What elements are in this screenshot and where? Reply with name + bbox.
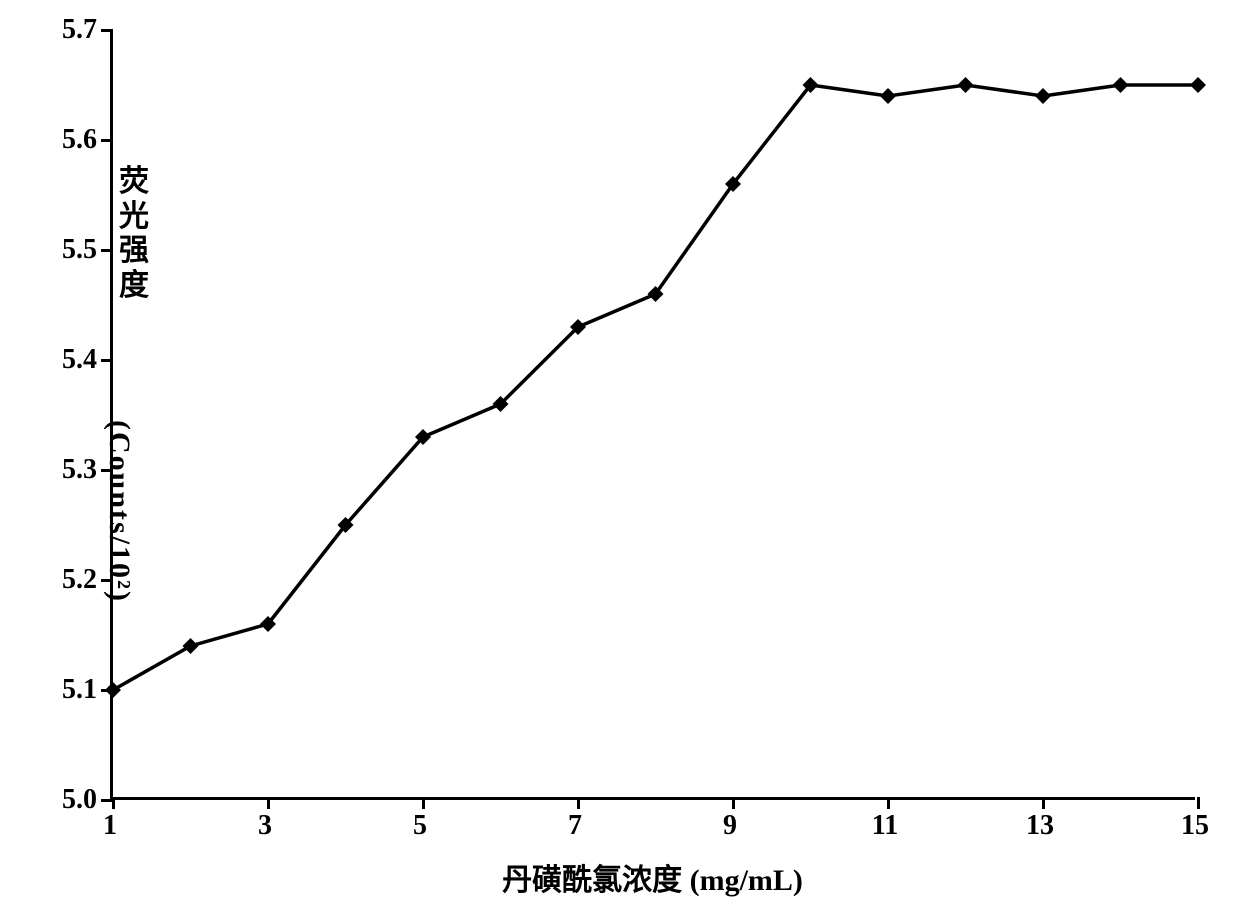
y-axis-title-units: (Counts/10²) <box>102 420 136 603</box>
x-tick-label: 7 <box>568 810 582 842</box>
y-axis-title-char: 光 <box>118 200 150 235</box>
series-marker <box>958 77 974 93</box>
y-tick <box>101 359 113 362</box>
x-tick <box>887 797 890 809</box>
x-tick <box>1042 797 1045 809</box>
y-axis-title-char: 强 <box>118 234 150 269</box>
y-axis-title-text: 荧光强度 <box>118 165 150 303</box>
x-tick-label: 13 <box>1026 810 1054 842</box>
y-tick <box>101 249 113 252</box>
series-marker <box>1113 77 1129 93</box>
series-marker <box>183 638 199 654</box>
y-tick <box>101 139 113 142</box>
y-tick-label: 5.6 <box>62 124 97 156</box>
y-tick <box>101 29 113 32</box>
y-tick-label: 5.4 <box>62 344 97 376</box>
y-tick-label: 5.1 <box>62 674 97 706</box>
series-marker <box>1035 88 1051 104</box>
y-tick-label: 5.5 <box>62 234 97 266</box>
y-tick-label: 5.0 <box>62 784 97 816</box>
x-tick-label: 11 <box>872 810 898 842</box>
y-axis-title-char: 荧 <box>118 165 150 200</box>
x-tick-label: 15 <box>1181 810 1209 842</box>
x-tick <box>1197 797 1200 809</box>
x-tick-label: 9 <box>723 810 737 842</box>
series-marker <box>1190 77 1206 93</box>
y-tick <box>101 689 113 692</box>
chart-container: 荧光强度 (Counts/10²) 丹磺酰氯浓度 (mg/mL) 5.05.15… <box>110 30 1195 800</box>
x-tick <box>422 797 425 809</box>
data-svg <box>113 30 1198 800</box>
y-tick-label: 5.3 <box>62 454 97 486</box>
x-tick-label: 1 <box>103 810 117 842</box>
series-marker <box>880 88 896 104</box>
x-tick <box>732 797 735 809</box>
x-tick-label: 3 <box>258 810 272 842</box>
plot-area <box>110 30 1195 800</box>
y-tick-label: 5.7 <box>62 14 97 46</box>
x-tick <box>267 797 270 809</box>
y-tick-label: 5.2 <box>62 564 97 596</box>
x-axis-title: 丹磺酰氯浓度 (mg/mL) <box>502 855 803 899</box>
x-tick-label: 5 <box>413 810 427 842</box>
y-axis-title-char: 度 <box>118 269 150 304</box>
x-tick <box>577 797 580 809</box>
series-line <box>113 85 1198 690</box>
x-tick <box>112 797 115 809</box>
